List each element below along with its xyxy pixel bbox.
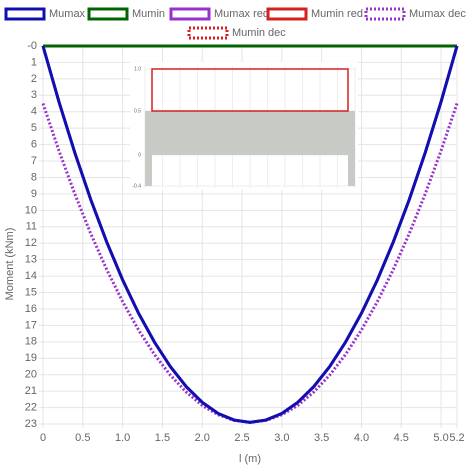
legend-swatch: [4, 7, 46, 21]
y-tick-label: 18: [25, 336, 37, 348]
x-tick-label: 5.0: [433, 432, 448, 444]
x-tick-label: 2.5: [234, 432, 249, 444]
inset-leg: [145, 155, 152, 186]
x-tick-label: 3.0: [274, 432, 289, 444]
y-tick-label: 10: [25, 204, 37, 216]
legend-swatch: [87, 7, 129, 21]
y-tick-label: 21: [25, 385, 37, 397]
y-tick-label: 20: [25, 369, 37, 381]
legend-label: Mumin: [132, 8, 165, 20]
inset-leg: [348, 155, 355, 186]
legend-label: Mumin dec: [232, 27, 286, 39]
legend-label: Mumax red: [214, 8, 269, 20]
x-tick-label: 3.5: [314, 432, 329, 444]
x-axis-title: l (m): [239, 453, 261, 465]
x-tick-label: 1.5: [155, 432, 170, 444]
x-tick-label: 2.0: [195, 432, 210, 444]
inset-beam: [145, 111, 355, 155]
y-tick-label: 19: [25, 352, 37, 364]
y-tick-label: 5: [31, 122, 37, 134]
x-tick-label: 1.0: [115, 432, 130, 444]
inset-tick-label: 1.0: [134, 66, 141, 72]
x-tick-label: 4.0: [354, 432, 369, 444]
y-tick-label: 22: [25, 401, 37, 413]
y-tick-label: 12: [25, 237, 37, 249]
x-tick-label: 0: [40, 432, 46, 444]
y-tick-label: 13: [25, 254, 37, 266]
y-tick-label: 7: [31, 155, 37, 167]
inset: 1.0 0.5 0 -0.4: [130, 62, 358, 190]
y-tick-label: 1: [31, 56, 37, 68]
series-line: [41, 45, 459, 424]
y-tick-label: 9: [31, 188, 37, 200]
y-tick-label: 17: [25, 319, 37, 331]
legend-label: Mumax: [49, 8, 86, 20]
legend-swatch: [364, 7, 406, 21]
inset-slab: [151, 68, 349, 112]
y-tick-label: -0: [27, 40, 37, 52]
x-tick-label: 5.2: [449, 432, 464, 444]
legend-label: Mumax dec: [409, 8, 466, 20]
y-tick-label: 11: [26, 221, 37, 233]
y-tick-label: 2: [31, 73, 37, 85]
y-tick-label: 16: [25, 303, 37, 315]
legend-swatch: [169, 7, 211, 21]
y-tick-label: 15: [25, 286, 37, 298]
y-tick-label: 8: [31, 171, 37, 183]
y-axis-title: Moment (kNm): [4, 228, 16, 301]
x-tick-label: 0.5: [75, 432, 90, 444]
y-tick-label: 14: [25, 270, 37, 282]
inset-tick-label: 0.5: [134, 108, 141, 114]
legend-swatch: [266, 7, 308, 21]
inset-tick-label: -0.4: [132, 183, 141, 189]
legend-label: Mumin red: [311, 8, 363, 20]
inset-tick-label: 0: [138, 152, 141, 158]
y-tick-label: 6: [31, 139, 37, 151]
x-tick-label: 4.5: [394, 432, 409, 444]
y-tick-label: 4: [31, 106, 37, 118]
y-tick-label: 23: [25, 418, 37, 430]
legend-swatch: [187, 26, 229, 40]
y-tick-label: 3: [31, 89, 37, 101]
